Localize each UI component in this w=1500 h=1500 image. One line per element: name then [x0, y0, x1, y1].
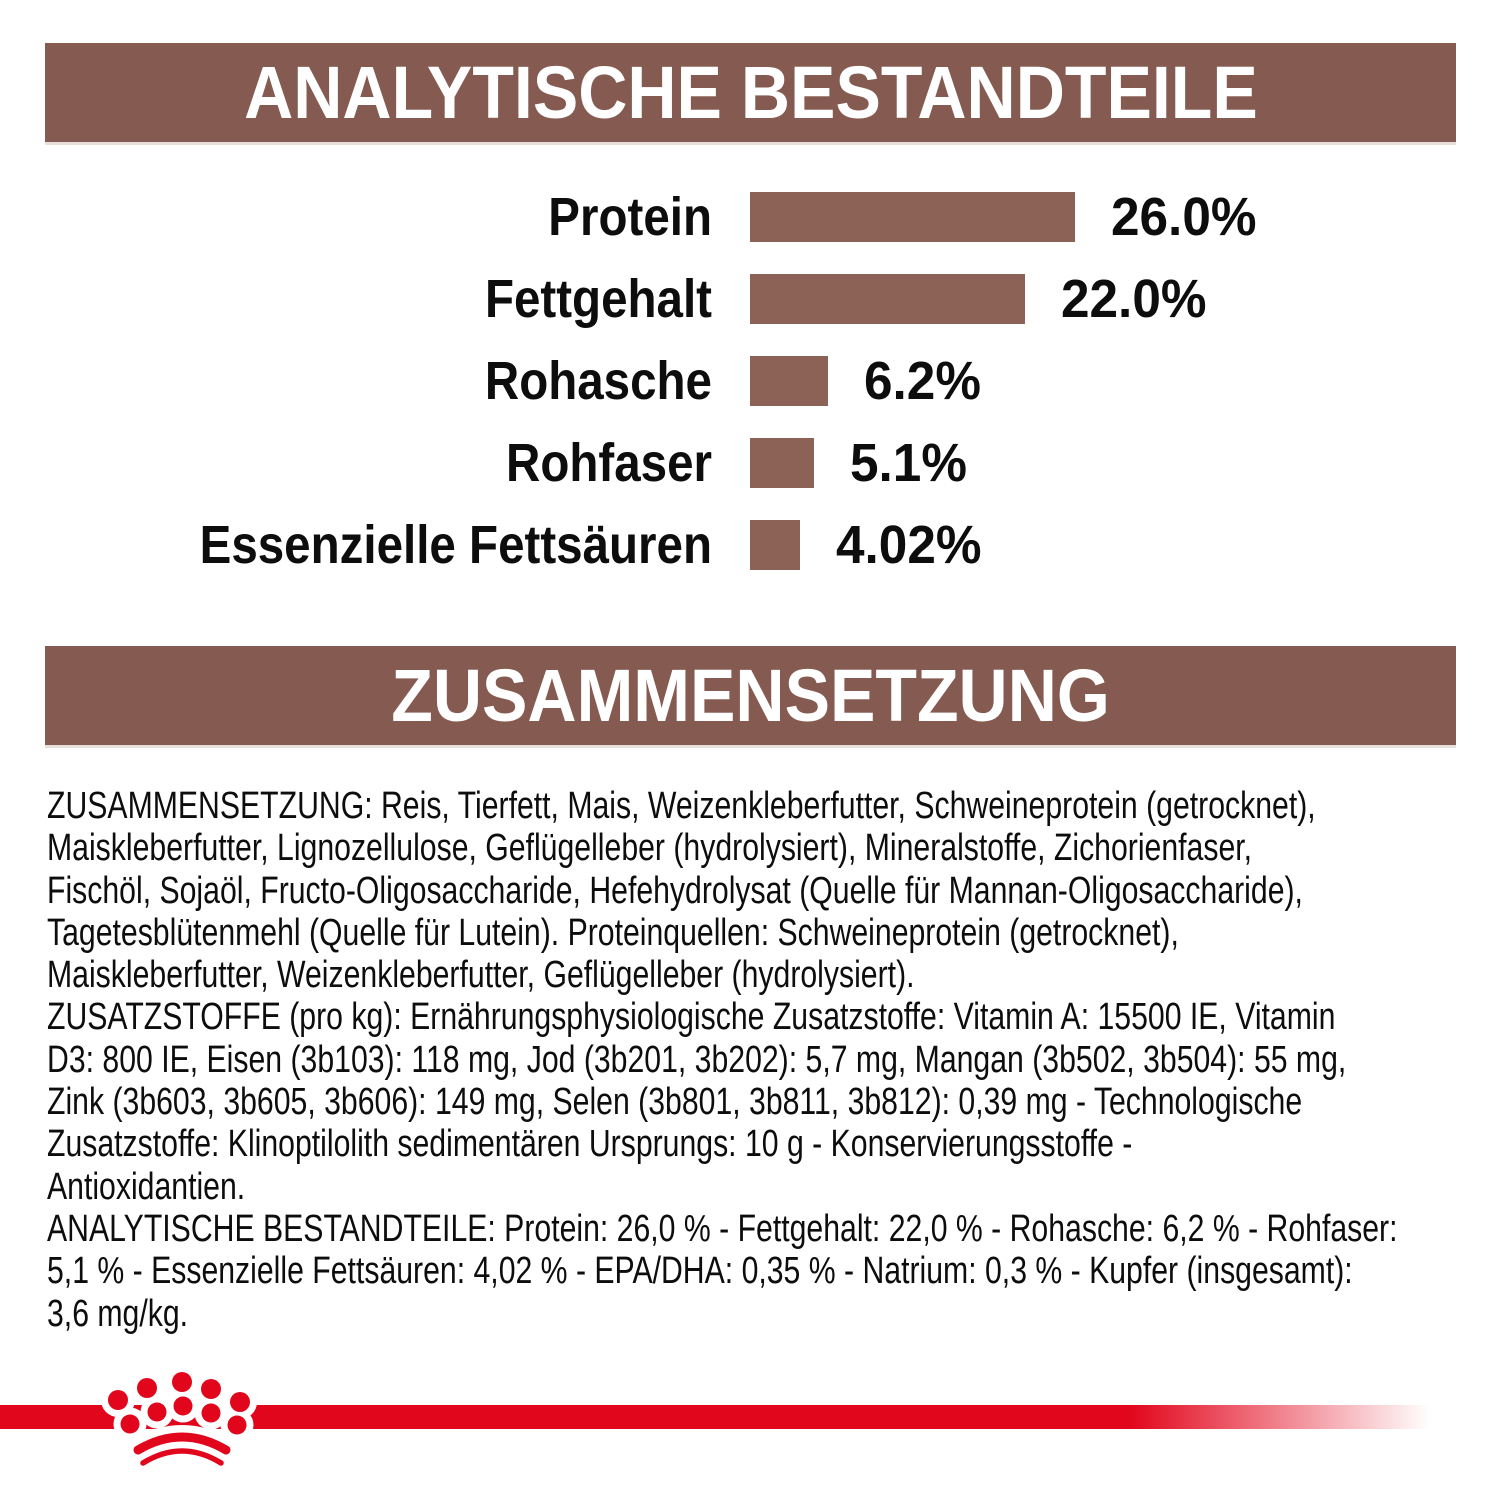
nutrient-label: Essenzielle Fettsäuren: [199, 515, 712, 575]
nutrient-value: 4.02%: [836, 515, 982, 575]
composition-text-line: 3,6 mg/kg.: [47, 1292, 189, 1335]
royal-canin-crown-logo: [101, 1365, 257, 1473]
chart-row: Essenzielle Fettsäuren 4.02%: [0, 515, 1500, 575]
section-header-analytical: ANALYTISCHE BESTANDTEILE: [45, 43, 1456, 142]
composition-text-line: Antioxidantien.: [47, 1165, 246, 1208]
nutrient-bar: [750, 192, 1075, 242]
composition-text-line: Tagetesblütenmehl (Quelle für Lutein). P…: [47, 911, 1179, 954]
nutrient-bar: [750, 438, 814, 488]
composition-text-line: Zink (3b603, 3b605, 3b606): 149 mg, Sele…: [47, 1081, 1303, 1124]
crown-arc-thin: [140, 1448, 224, 1466]
section-header-composition: ZUSAMMENSETZUNG: [45, 646, 1456, 745]
composition-text-line: D3: 800 IE, Eisen (3b103): 118 mg, Jod (…: [47, 1038, 1347, 1081]
chart-row: Rohfaser 5.1%: [0, 433, 1500, 493]
chart-row: Protein 26.0%: [0, 187, 1500, 247]
nutrient-label: Protein: [548, 187, 712, 247]
analytical-section-title: ANALYTISCHE BESTANDTEILE: [243, 51, 1258, 134]
composition-text-line: ZUSATZSTOFFE (pro kg): Ernährungsphysiol…: [47, 996, 1336, 1039]
nutrient-bar: [750, 520, 801, 570]
nutrient-value: 26.0%: [1111, 187, 1257, 247]
nutrient-value: 6.2%: [863, 351, 981, 411]
composition-text-block: ZUSAMMENSETZUNG: Reis, Tierfett, Mais, W…: [47, 785, 1500, 1335]
nutrient-label: Fettgehalt: [484, 269, 712, 329]
nutrient-label: Rohfaser: [506, 433, 712, 493]
nutrient-label: Rohasche: [484, 351, 712, 411]
composition-text-line: Fischöl, Sojaöl, Fructo-Oligosaccharide,…: [47, 869, 1303, 912]
nutrient-value: 22.0%: [1061, 269, 1207, 329]
chart-row: Fettgehalt 22.0%: [0, 269, 1500, 329]
composition-text-line: ANALYTISCHE BESTANDTEILE: Protein: 26,0 …: [47, 1207, 1398, 1250]
nutrient-bar: [750, 356, 828, 406]
composition-text-line: Zusatzstoffe: Klinoptilolith sedimentäre…: [47, 1123, 1133, 1166]
nutrient-value: 5.1%: [849, 433, 967, 493]
crown-pearls: [108, 1372, 250, 1435]
chart-row: Rohasche 6.2%: [0, 351, 1500, 411]
nutrient-bar-chart: Protein 26.0% Fettgehalt 22.0% Rohasche …: [0, 187, 1500, 575]
composition-text-line: ZUSAMMENSETZUNG: Reis, Tierfett, Mais, W…: [47, 785, 1316, 827]
nutrient-bar: [750, 274, 1025, 324]
composition-text-line: 5,1 % - Essenzielle Fettsäuren: 4,02 % -…: [47, 1250, 1353, 1293]
crown-arc-thick: [133, 1432, 231, 1455]
composition-text-line: Maiskleberfutter, Lignozellulose, Geflüg…: [47, 827, 1253, 870]
composition-text-line: Maiskleberfutter, Weizenkleberfutter, Ge…: [47, 954, 915, 997]
composition-section-title: ZUSAMMENSETZUNG: [391, 654, 1110, 737]
